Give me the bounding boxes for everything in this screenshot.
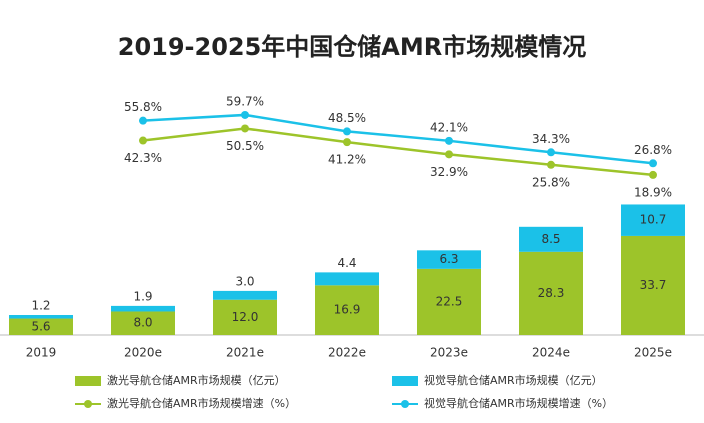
bar bbox=[417, 268, 481, 335]
data-label: 28.3 bbox=[538, 286, 565, 300]
data-label: 55.8% bbox=[124, 100, 162, 114]
line-point bbox=[139, 136, 147, 145]
data-label: 12.0 bbox=[232, 310, 259, 324]
bar bbox=[621, 235, 685, 335]
bar bbox=[111, 305, 175, 312]
line-point bbox=[343, 138, 351, 147]
line-point bbox=[445, 136, 453, 145]
bar bbox=[213, 299, 277, 335]
x-tick-label: 2019 bbox=[26, 346, 57, 360]
x-tick-label: 2024e bbox=[532, 346, 570, 360]
line-point bbox=[547, 160, 555, 169]
data-label: 3.0 bbox=[235, 274, 254, 288]
data-label: 42.3% bbox=[124, 151, 162, 165]
bar bbox=[417, 250, 481, 269]
x-tick-label: 2021e bbox=[226, 346, 264, 360]
x-tick-label: 2025e bbox=[634, 346, 672, 360]
data-label: 42.1% bbox=[430, 120, 468, 134]
data-label: 25.8% bbox=[532, 175, 570, 189]
legend-swatch bbox=[84, 400, 92, 408]
data-label: 26.8% bbox=[634, 143, 672, 157]
legend-label: 激光导航仓储AMR市场规模增速（%） bbox=[107, 396, 296, 410]
line-point bbox=[649, 170, 657, 179]
legend-label: 视觉导航仓储AMR市场规模（亿元） bbox=[424, 373, 603, 387]
data-label: 22.5 bbox=[436, 294, 463, 308]
data-label: 1.2 bbox=[31, 299, 50, 313]
data-label: 16.9 bbox=[334, 303, 361, 317]
data-label: 10.7 bbox=[640, 213, 667, 227]
data-label: 32.9% bbox=[430, 165, 468, 179]
line-point bbox=[241, 110, 249, 119]
legend-label: 激光导航仓储AMR市场规模（亿元） bbox=[107, 373, 286, 387]
chart-title: 2019-2025年中国仓储AMR市场规模情况 bbox=[118, 33, 587, 61]
data-label: 48.5% bbox=[328, 111, 366, 125]
x-tick-label: 2022e bbox=[328, 346, 366, 360]
data-label: 8.5 bbox=[541, 232, 560, 246]
legend-swatch bbox=[75, 376, 101, 386]
legend-swatch bbox=[392, 376, 418, 386]
data-label: 5.6 bbox=[31, 319, 50, 333]
data-label: 41.2% bbox=[328, 153, 366, 167]
data-label: 34.3% bbox=[532, 132, 570, 146]
data-label: 4.4 bbox=[337, 256, 356, 270]
x-tick-label: 2023e bbox=[430, 346, 468, 360]
bar bbox=[9, 315, 73, 319]
bar bbox=[621, 204, 685, 236]
data-label: 33.7 bbox=[640, 278, 667, 292]
legend-label: 视觉导航仓储AMR市场规模增速（%） bbox=[424, 396, 613, 410]
data-label: 59.7% bbox=[226, 94, 264, 108]
data-label: 6.3 bbox=[439, 252, 458, 266]
bar bbox=[111, 311, 175, 335]
line-point bbox=[343, 127, 351, 136]
x-tick-label: 2020e bbox=[124, 346, 162, 360]
legend-swatch bbox=[401, 400, 409, 408]
data-label: 8.0 bbox=[133, 316, 152, 330]
bar bbox=[519, 226, 583, 252]
line-point bbox=[649, 159, 657, 168]
line bbox=[142, 127, 654, 177]
data-label: 1.9 bbox=[133, 289, 152, 303]
bar bbox=[315, 285, 379, 335]
bar bbox=[519, 251, 583, 335]
line bbox=[142, 113, 654, 165]
data-label: 18.9% bbox=[634, 185, 672, 199]
bar bbox=[9, 318, 73, 335]
bar bbox=[213, 290, 277, 300]
line-point bbox=[445, 150, 453, 159]
line-point bbox=[547, 148, 555, 157]
line-point bbox=[139, 116, 147, 125]
data-label: 50.5% bbox=[226, 139, 264, 153]
line-point bbox=[241, 124, 249, 133]
bar bbox=[315, 272, 379, 286]
